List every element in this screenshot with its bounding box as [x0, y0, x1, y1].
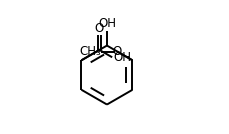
Text: O: O [112, 45, 122, 58]
Text: OH: OH [98, 17, 115, 30]
Text: CH₃: CH₃ [79, 45, 100, 58]
Text: OH: OH [113, 51, 131, 64]
Text: O: O [94, 21, 104, 34]
